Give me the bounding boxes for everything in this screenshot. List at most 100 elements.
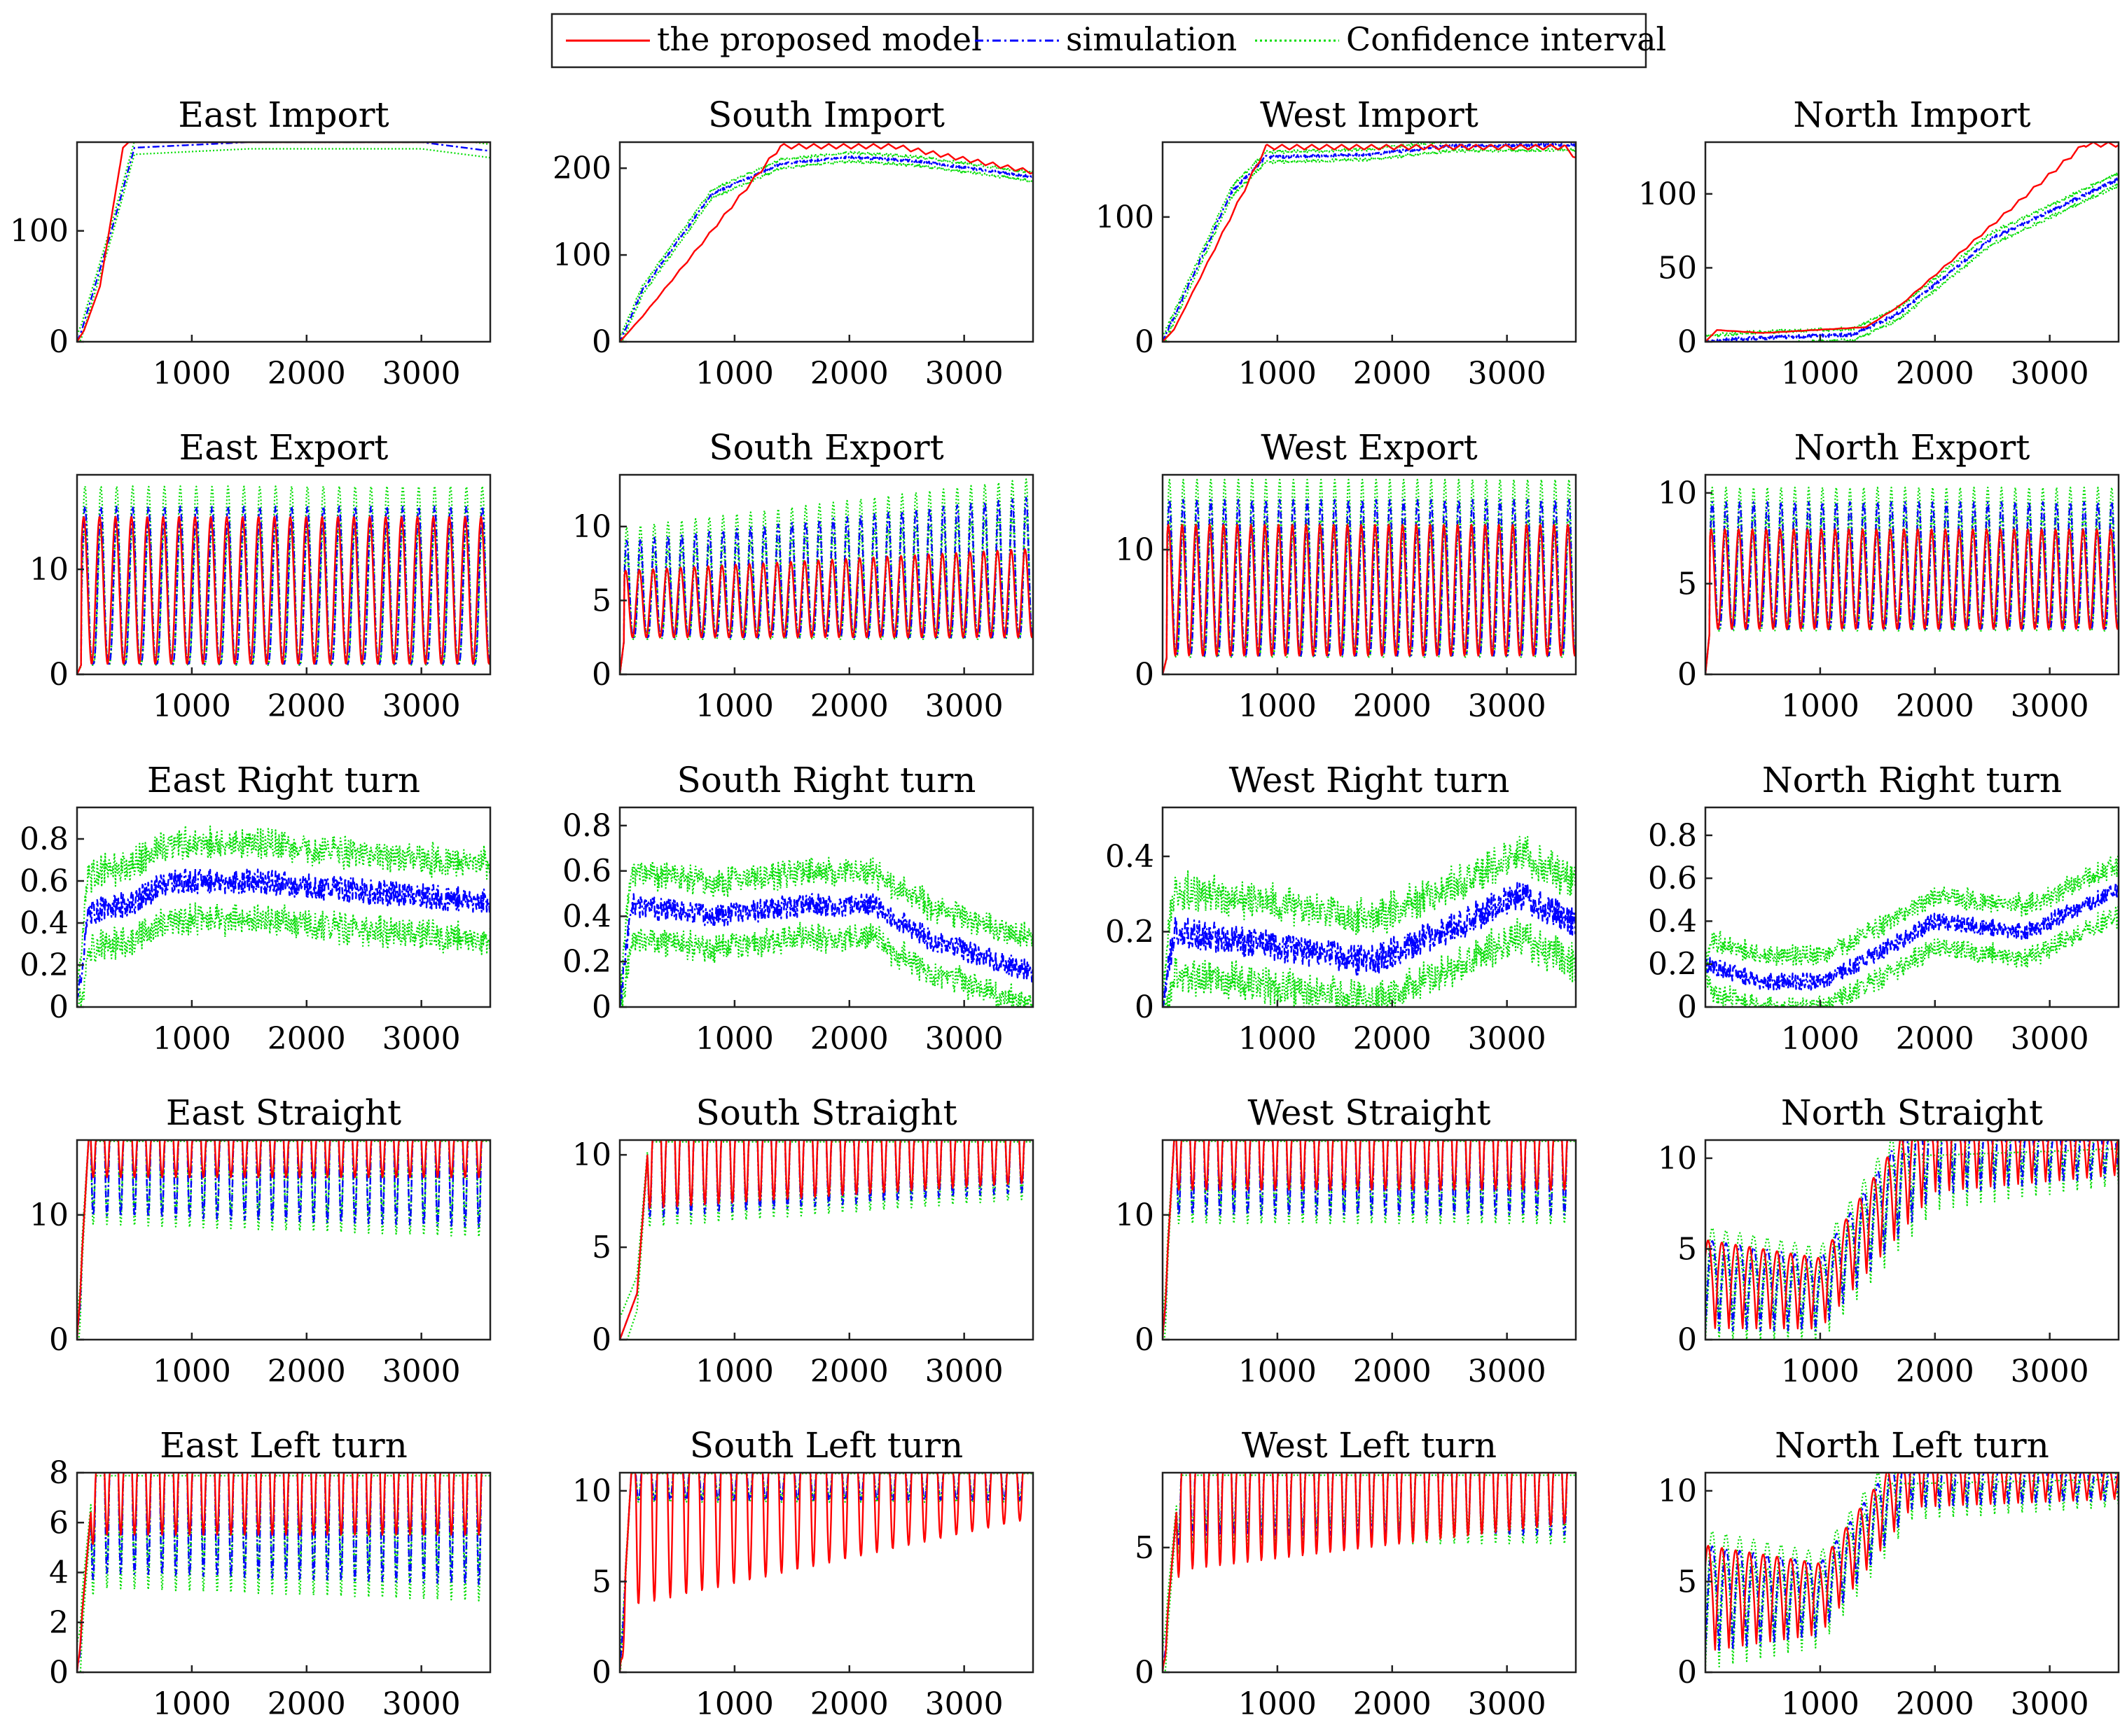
x-tick-label: 2000	[268, 1021, 346, 1057]
x-tick-label: 3000	[1468, 356, 1546, 391]
x-tick-label: 3000	[2011, 1686, 2089, 1722]
axes-frame	[1704, 1471, 2120, 1674]
y-tick-label: 0	[592, 1655, 611, 1690]
y-tick-label: 50	[1658, 250, 1697, 286]
legend-box	[550, 13, 1647, 69]
x-tick-label: 1000	[695, 1354, 774, 1389]
y-tick-label: 100	[553, 237, 611, 273]
legend-label-confidence: Confidence interval	[1346, 20, 1666, 58]
x-tick-label: 2000	[1896, 1021, 1974, 1057]
plot-area-west-right-turn	[1163, 835, 1576, 1007]
series-proposed-model	[1705, 1473, 2119, 1651]
series-proposed-model	[1705, 142, 2119, 342]
x-tick-label: 2000	[1353, 1354, 1432, 1389]
x-tick-label: 1000	[1238, 356, 1317, 391]
x-tick-label: 3000	[925, 1354, 1004, 1389]
panel-title-south-straight: South Straight	[695, 1092, 957, 1133]
series-simulation	[1705, 1140, 2119, 1332]
y-tick-label: 0.4	[20, 905, 69, 941]
plot-area-south-export	[620, 478, 1033, 674]
panel-title-west-straight: West Straight	[1248, 1092, 1491, 1133]
plot-area-north-right-turn	[1705, 854, 2119, 1007]
y-tick-label: 0.2	[20, 947, 69, 983]
axes-frame	[1161, 806, 1577, 1008]
panel-east-export: East Export 1000 2000 3000 0 10	[29, 427, 492, 724]
panel-south-straight: South Straight 1000 2000 3000 0 5 10	[572, 1092, 1034, 1389]
y-tick-label: 0	[49, 1655, 69, 1690]
axes-frame	[76, 806, 492, 1008]
plot-area-north-straight	[1705, 1140, 2119, 1340]
series-confidence-upper	[1705, 172, 2119, 338]
y-tick-label: 5	[1677, 1564, 1697, 1599]
y-tick-label: 6	[49, 1505, 69, 1541]
y-tick-label: 0	[592, 657, 611, 693]
y-tick-label: 10	[1115, 1197, 1154, 1233]
y-tick-label: 10	[1658, 1141, 1697, 1176]
x-tick-label: 3000	[925, 1021, 1004, 1057]
panel-north-import: North Import 1000 2000 3000 0 50 100	[1638, 95, 2120, 391]
plot-area-south-left-turn	[620, 1473, 1033, 1672]
plot-area-west-left-turn	[1163, 1473, 1576, 1672]
panel-south-import: South Import 1000 2000 3000 0 100 200	[553, 95, 1034, 391]
y-tick-label: 100	[10, 214, 69, 249]
plot-area-east-straight	[77, 1140, 490, 1340]
x-tick-label: 3000	[2011, 688, 2089, 724]
axes-frame	[1704, 141, 2120, 343]
x-tick-label: 2000	[1353, 1021, 1432, 1057]
panel-title-north-left-turn: North Left turn	[1775, 1425, 2049, 1466]
series-confidence-lower	[77, 901, 490, 1007]
series-confidence-lower	[620, 921, 1033, 1007]
x-tick-label: 2000	[810, 1021, 889, 1057]
y-tick-label: 0	[49, 1322, 69, 1358]
panel-title-east-left-turn: East Left turn	[160, 1425, 408, 1466]
x-tick-label: 3000	[1468, 1021, 1546, 1057]
y-tick-label: 0	[49, 989, 69, 1025]
panel-north-right-turn: North Right turn 1000 2000 3000 0 0.2 0.4 0.6 0.…	[1648, 760, 2120, 1057]
plot-area-north-export	[1705, 487, 2119, 674]
x-tick-label: 1000	[1238, 1354, 1317, 1389]
y-tick-label: 0.8	[562, 808, 611, 844]
panel-south-right-turn: South Right turn 1000 2000 3000 0 0.2 0.4 0.6 0.…	[562, 760, 1034, 1057]
y-tick-label: 0	[1135, 989, 1154, 1025]
y-tick-label: 0	[592, 989, 611, 1025]
panel-title-east-straight: East Straight	[166, 1092, 401, 1133]
panel-west-import: West Import 1000 2000 3000 0 100	[1095, 95, 1577, 391]
y-tick-label: 10	[29, 1197, 69, 1233]
plot-area-east-left-turn	[77, 1473, 490, 1672]
plot-area-west-export	[1163, 478, 1576, 674]
x-tick-label: 2000	[810, 688, 889, 724]
series-simulation	[1705, 501, 2119, 674]
y-tick-label: 0	[49, 324, 69, 360]
panel-title-west-export: West Export	[1261, 427, 1477, 468]
y-tick-label: 5	[1677, 566, 1697, 602]
series-confidence-lower	[1163, 519, 1576, 674]
panel-title-east-import: East Import	[178, 95, 389, 135]
x-tick-label: 1000	[1238, 688, 1317, 724]
y-tick-label: 0.6	[1648, 861, 1697, 896]
plot-area-west-straight	[1163, 1140, 1576, 1340]
axes-frame	[1704, 473, 2120, 676]
x-tick-label: 2000	[810, 1686, 889, 1722]
series-confidence-lower	[1705, 183, 2119, 342]
x-tick-label: 3000	[2011, 1021, 2089, 1057]
x-tick-label: 2000	[1896, 688, 1974, 724]
x-tick-label: 1000	[1781, 1021, 1859, 1057]
series-simulation	[1705, 177, 2119, 342]
plot-area-north-left-turn	[1705, 1473, 2119, 1669]
x-tick-label: 2000	[268, 1354, 346, 1389]
plot-area-west-import	[1163, 142, 1576, 342]
y-tick-label: 5	[592, 583, 611, 618]
panel-title-north-export: North Export	[1794, 427, 2030, 468]
y-tick-label: 0.2	[1105, 914, 1154, 950]
x-tick-label: 1000	[1238, 1686, 1317, 1722]
y-tick-label: 5	[1135, 1530, 1154, 1566]
x-tick-label: 3000	[2011, 1354, 2089, 1389]
x-tick-label: 1000	[695, 688, 774, 724]
series-proposed-model	[1163, 524, 1576, 674]
series-proposed-model	[77, 515, 490, 674]
plot-area-south-right-turn	[620, 856, 1033, 1007]
panel-title-south-right-turn: South Right turn	[677, 760, 976, 800]
series-confidence-upper	[77, 824, 490, 996]
